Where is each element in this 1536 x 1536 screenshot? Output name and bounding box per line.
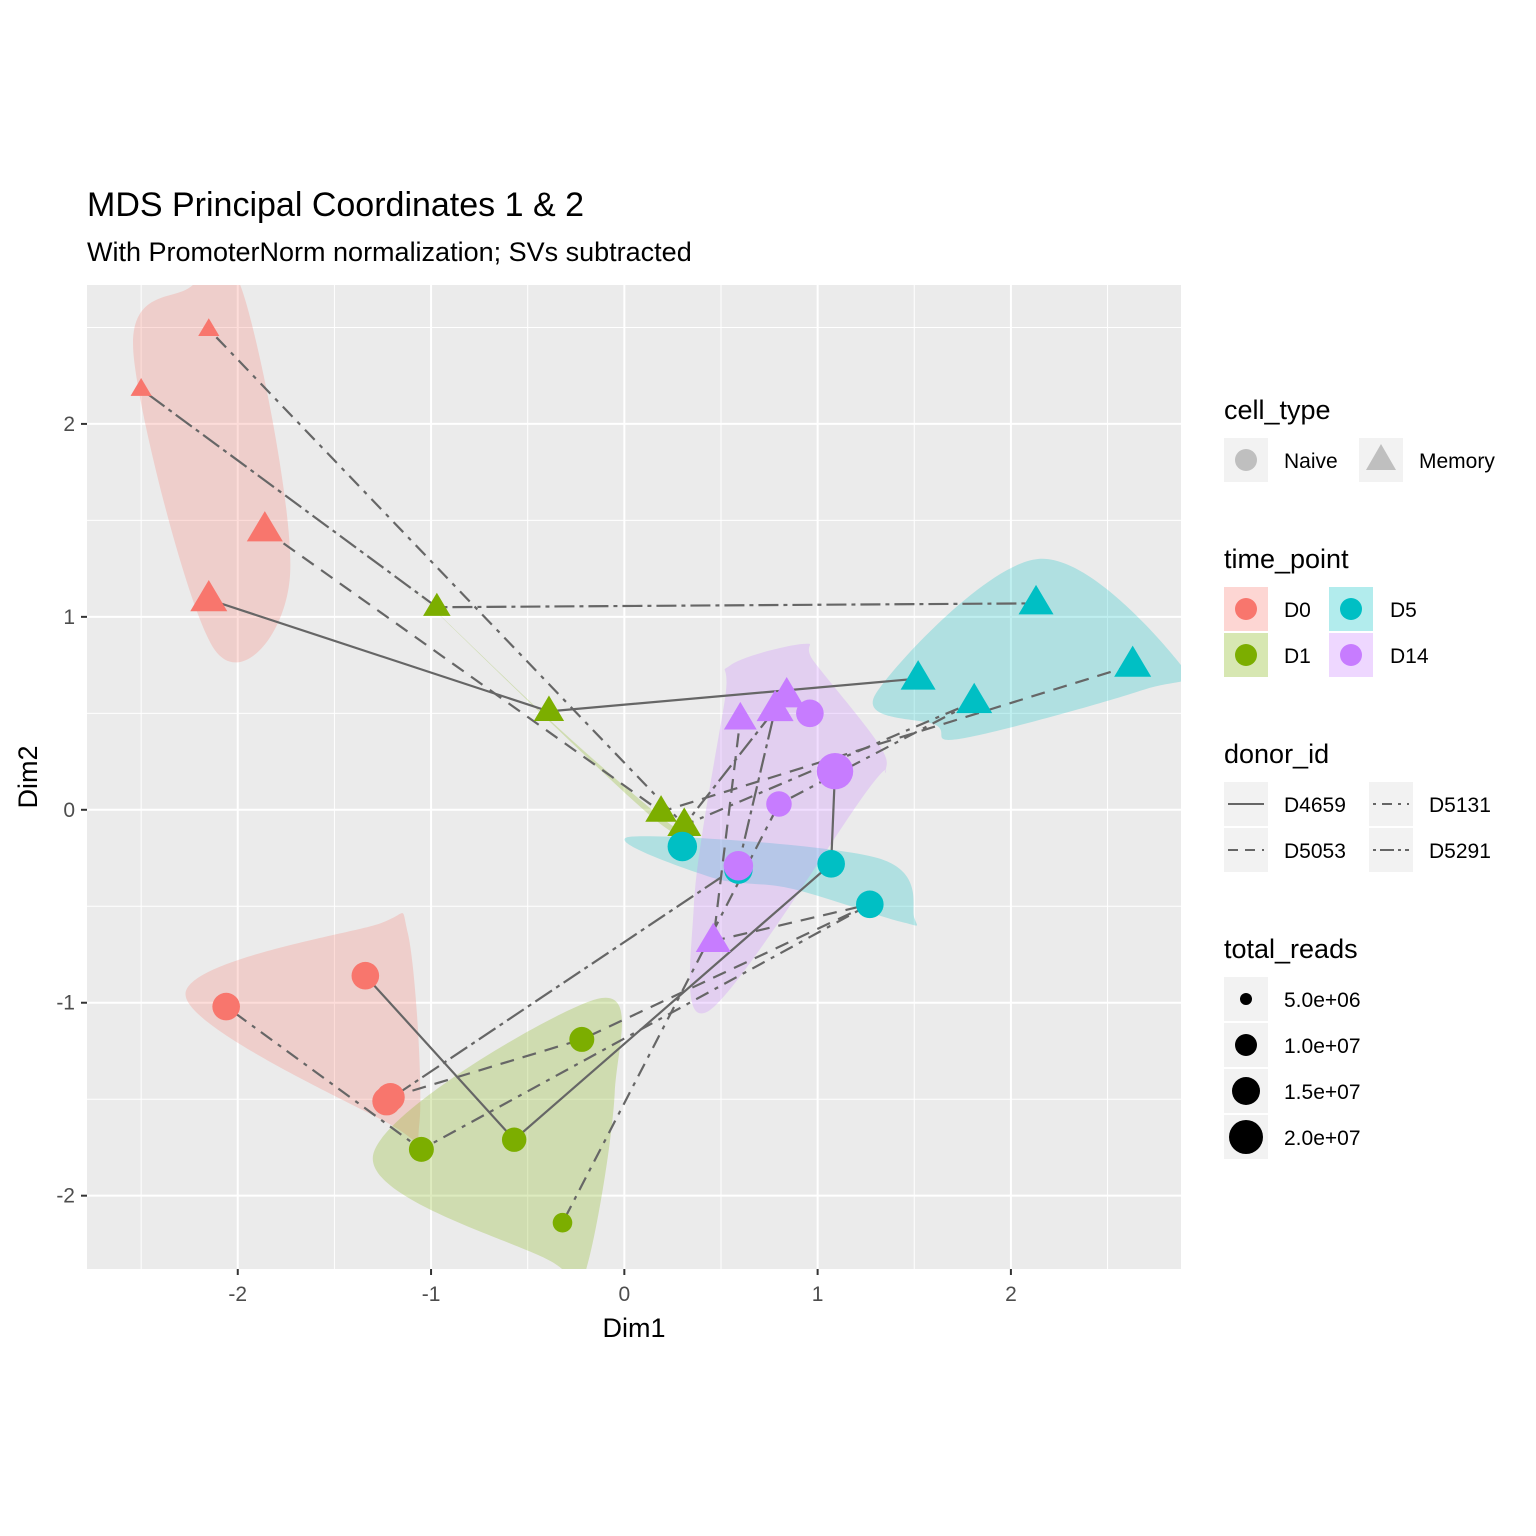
point-d0-m-d4659 <box>190 579 228 612</box>
point-d1-m-d4659 <box>533 695 565 721</box>
point-d1-n-d4659 <box>501 1127 527 1152</box>
x-tick-label: 0 <box>618 1283 630 1306</box>
point-d5-n-d5131 <box>856 890 884 919</box>
point-d5-n-d5053 <box>667 831 698 862</box>
legend-cell-type-memory: Memory <box>1419 450 1495 473</box>
legend-cell-type: cell_type Naive Memory <box>1224 395 1495 482</box>
point-d1-m-d5053 <box>645 795 677 822</box>
point-d14-m-d5053 <box>695 922 731 953</box>
point-d14-m-d5131 <box>723 701 757 730</box>
chart-subtitle: With PromoterNorm normalization; SVs sub… <box>87 237 692 267</box>
legend-total-reads-title: total_reads <box>1224 934 1358 964</box>
legend-time-point-title: time_point <box>1224 544 1349 574</box>
legend-d4659-label: D4659 <box>1284 794 1346 817</box>
legend-donor-id: donor_id D4659 D5131 D5053 D5291 <box>1224 739 1491 872</box>
point-d1-m-d5131 <box>667 807 702 836</box>
minor-gridlines <box>87 285 1181 1293</box>
x-tick-label: -2 <box>228 1283 247 1306</box>
point-d5-m-d5291 <box>956 682 993 714</box>
x-tick-label: 1 <box>812 1283 824 1306</box>
hull-d5 <box>872 558 1181 740</box>
legend-d0-label: D0 <box>1284 599 1311 622</box>
point-d14-n-d4659 <box>816 753 854 790</box>
major-gridlines <box>87 285 1181 1269</box>
legend-size-1-5e7 <box>1232 1077 1260 1105</box>
point-d1-n-d5291 <box>408 1136 434 1162</box>
point-d0-n-d5291 <box>372 1086 401 1116</box>
legend-size-5e6 <box>1240 993 1252 1005</box>
legend-donor-id-title: donor_id <box>1224 739 1329 769</box>
point-d1-n-d5053 <box>569 1026 595 1052</box>
legend-d1-swatch <box>1235 644 1257 666</box>
point-d5-m-d4659 <box>900 660 936 690</box>
point-d0-n-d5131 <box>212 992 240 1021</box>
legend-d14-swatch <box>1340 644 1362 666</box>
hull-d1 <box>373 997 622 1269</box>
legend-cell-type-naive: Naive <box>1284 450 1338 473</box>
point-d0-m-d5131 <box>198 318 220 337</box>
trajectory-d5291 <box>385 708 777 1103</box>
legend-time-point: time_point D0 D5 D1 D14 <box>1224 544 1429 677</box>
legend-size-1e7 <box>1235 1034 1257 1056</box>
legend-d1-label: D1 <box>1284 645 1311 668</box>
y-tick-label: -1 <box>56 992 75 1015</box>
y-axis: -2 -1 0 1 2 <box>56 413 87 1208</box>
legend-size-1-5e7-label: 1.5e+07 <box>1284 1081 1361 1104</box>
point-d1-n-d5131 <box>552 1212 573 1233</box>
y-tick-label: 1 <box>63 606 75 629</box>
legend-d0-swatch <box>1235 598 1257 620</box>
point-d0-m-d5053 <box>246 511 283 542</box>
y-tick-label: 0 <box>63 799 75 822</box>
legend-memory-triangle-icon <box>1366 444 1396 470</box>
y-axis-title: Dim2 <box>13 745 43 808</box>
y-tick-label: -2 <box>56 1185 75 1208</box>
legend-d5291-label: D5291 <box>1429 840 1491 863</box>
point-d14-n-d5291 <box>723 851 754 881</box>
x-axis: -2 -1 0 1 2 <box>228 1269 1017 1306</box>
x-axis-title: Dim1 <box>602 1313 665 1343</box>
legend-size-5e6-label: 5.0e+06 <box>1284 989 1361 1012</box>
legend-total-reads: total_reads 5.0e+06 1.0e+07 1.5e+07 2.0e… <box>1224 934 1361 1159</box>
hull-d0 <box>133 285 291 663</box>
x-tick-label: -1 <box>422 1283 441 1306</box>
trajectory-d4659 <box>364 771 837 1142</box>
point-d5-m-d5053 <box>1114 645 1152 677</box>
legend-naive-circle-icon <box>1235 449 1257 471</box>
legend-size-1e7-label: 1.0e+07 <box>1284 1035 1361 1058</box>
point-d0-n-d4659 <box>351 961 380 990</box>
point-d14-n-d5131 <box>766 791 792 817</box>
point-d1-m-d5291 <box>423 592 451 616</box>
legend-d5-label: D5 <box>1390 599 1417 622</box>
point-d5-m-d5131 <box>1018 584 1054 615</box>
legend-d5-swatch <box>1340 598 1362 620</box>
point-d0-m-d5291 <box>130 378 152 396</box>
x-tick-label: 2 <box>1005 1283 1017 1306</box>
point-d5-n-d4659 <box>817 850 845 878</box>
chart-title: MDS Principal Coordinates 1 & 2 <box>87 186 584 224</box>
legend-size-2e7 <box>1229 1120 1263 1154</box>
plot-panel <box>87 285 1181 1269</box>
point-layer <box>130 318 1152 1233</box>
legend-size-2e7-label: 2.0e+07 <box>1284 1127 1361 1150</box>
legend-cell-type-title: cell_type <box>1224 395 1331 425</box>
point-d14-m-d5291 <box>756 689 794 722</box>
legend-d5131-label: D5131 <box>1429 794 1491 817</box>
legend-d5053-label: D5053 <box>1284 840 1346 863</box>
y-tick-label: 2 <box>63 413 75 436</box>
legend-d14-label: D14 <box>1390 645 1429 668</box>
